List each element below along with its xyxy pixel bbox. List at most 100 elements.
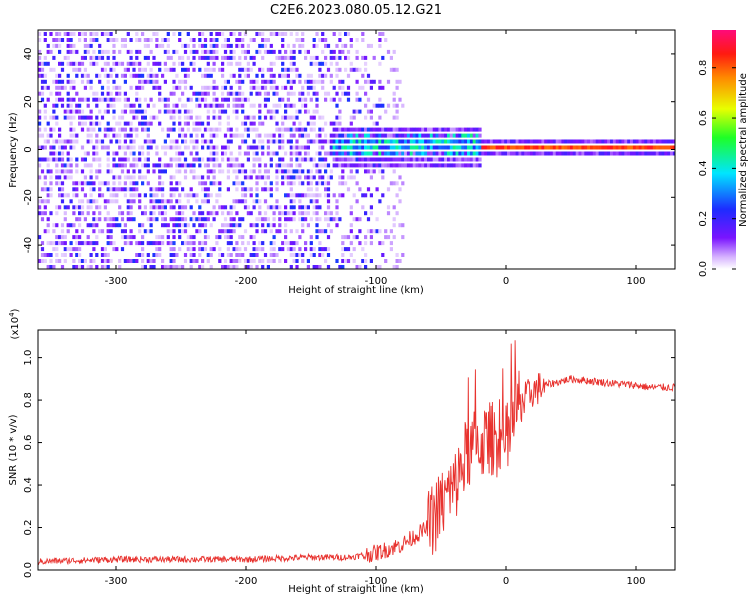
heatmap-cell [409, 151, 413, 156]
heatmap-cell [152, 169, 156, 174]
heatmap-cell [126, 235, 130, 240]
heatmap-cell [223, 133, 228, 138]
heatmap-cell [195, 127, 199, 132]
heatmap-cell [464, 163, 468, 168]
heatmap-cell [232, 32, 236, 36]
heatmap-cell [326, 151, 331, 156]
heatmap-cell [163, 103, 167, 108]
heatmap-cell [344, 133, 348, 138]
heatmap-cell [329, 61, 333, 66]
heatmap-cell [238, 217, 242, 222]
heatmap-cell [146, 38, 150, 42]
heatmap-cell [235, 247, 239, 252]
heatmap-cell [72, 259, 76, 263]
heatmap-cell [335, 259, 339, 263]
heatmap-cell [66, 205, 70, 210]
heatmap-cell [281, 127, 285, 132]
heatmap-cell [386, 235, 391, 240]
heatmap-cell [43, 73, 47, 78]
heatmap-cell [106, 109, 110, 114]
heatmap-cell [63, 115, 67, 120]
heatmap-cell [398, 199, 402, 204]
heatmap-cell [215, 145, 219, 150]
heatmap-cell [378, 133, 382, 138]
heatmap-cell [355, 139, 359, 144]
heatmap-cell [163, 145, 167, 150]
heatmap-cell [72, 115, 76, 120]
heatmap-cell [361, 259, 365, 263]
heatmap-cell [100, 91, 105, 96]
heatmap-cell [80, 109, 85, 114]
heatmap-cell [389, 151, 393, 156]
heatmap-cell [346, 49, 351, 54]
heatmap-cell [120, 235, 125, 240]
heatmap-cell [83, 241, 87, 246]
heatmap-cell [266, 223, 270, 228]
heatmap-cell [52, 115, 56, 120]
heatmap-cell [135, 157, 139, 162]
heatmap-cell [266, 169, 270, 174]
heatmap-cell [249, 259, 253, 263]
heatmap-cell [304, 157, 308, 162]
heatmap-cell [106, 103, 110, 108]
heatmap-cell [189, 169, 193, 174]
heatmap-cell [63, 259, 67, 263]
heatmap-cell [249, 265, 253, 269]
heatmap-cell [55, 97, 59, 102]
heatmap-cell [278, 163, 282, 168]
heatmap-cell [338, 181, 342, 186]
heatmap-cell [332, 97, 336, 102]
heatmap-cell [52, 265, 56, 269]
heatmap-cell [258, 121, 262, 126]
heatmap-cell [472, 139, 476, 144]
heatmap-cell [80, 145, 85, 150]
heatmap-cell [183, 169, 188, 174]
heatmap-cell [172, 79, 176, 84]
heatmap-cell [115, 121, 119, 126]
heatmap-cell [335, 67, 339, 72]
heatmap-cell [98, 163, 102, 168]
heatmap-cell [195, 103, 199, 108]
heatmap-cell [255, 133, 259, 138]
heatmap-cell [281, 139, 285, 144]
heatmap-cell [672, 139, 675, 144]
heatmap-cell [338, 97, 342, 102]
heatmap-cell [295, 139, 299, 144]
heatmap-cell [607, 151, 611, 156]
heatmap-cell [252, 85, 256, 90]
heatmap-cell [398, 259, 402, 263]
heatmap-cell [258, 49, 262, 54]
heatmap-cell [120, 217, 125, 222]
heatmap-cell [366, 79, 371, 84]
heatmap-cell [178, 235, 182, 240]
heatmap-cell [269, 85, 273, 90]
heatmap-cell [498, 145, 502, 150]
heatmap-cell [346, 85, 351, 90]
heatmap-cell [346, 91, 351, 96]
heatmap-cell [189, 97, 193, 102]
heatmap-cell [169, 247, 173, 252]
heatmap-cell [155, 205, 159, 210]
snr-y-scale-label: (x104) [8, 308, 21, 339]
heatmap-cell [86, 265, 90, 269]
heatmap-cell [378, 151, 382, 156]
heatmap-cell [263, 187, 268, 192]
heatmap-cell [143, 109, 147, 114]
heatmap-cell [447, 163, 451, 168]
heatmap-cell [344, 259, 348, 263]
snr-x-ticks: -300 -200 -100 0 100 [105, 330, 646, 587]
heatmap-cell [304, 127, 308, 132]
heatmap-cell [106, 49, 110, 54]
heatmap-cell [398, 187, 402, 192]
heatmap-cell [670, 151, 674, 156]
heatmap-cell [78, 247, 82, 252]
heatmap-cell [92, 223, 96, 228]
heatmap-cell [80, 97, 85, 102]
heatmap-cell [103, 265, 107, 269]
heatmap-cell [123, 67, 127, 72]
heatmap-cell [364, 211, 368, 216]
heatmap-cell [60, 145, 65, 150]
heatmap-cell [361, 85, 365, 90]
heatmap-cell [189, 38, 193, 42]
heatmap-cell [143, 43, 147, 48]
